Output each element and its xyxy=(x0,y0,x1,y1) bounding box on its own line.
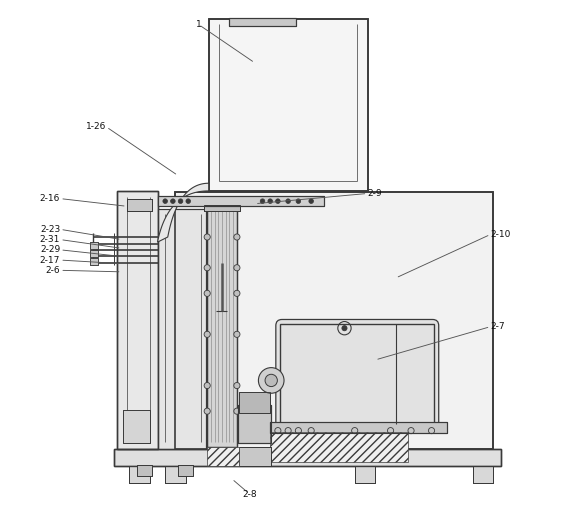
Bar xyxy=(165,466,186,483)
Bar xyxy=(209,20,367,191)
Circle shape xyxy=(268,199,272,203)
Text: 1: 1 xyxy=(196,20,201,29)
Bar xyxy=(157,196,324,207)
Bar xyxy=(90,242,97,249)
Circle shape xyxy=(204,265,210,271)
Circle shape xyxy=(178,199,183,203)
Bar xyxy=(137,466,152,476)
Bar xyxy=(123,409,150,443)
Bar xyxy=(165,466,186,483)
Bar xyxy=(473,466,493,483)
Text: 2-7: 2-7 xyxy=(491,322,505,331)
Bar xyxy=(229,18,296,26)
Text: 2-17: 2-17 xyxy=(40,255,60,265)
Bar xyxy=(239,447,271,467)
Circle shape xyxy=(170,199,175,203)
Circle shape xyxy=(204,383,210,389)
Bar xyxy=(473,466,493,483)
Bar xyxy=(178,466,194,476)
Bar xyxy=(127,199,152,211)
Bar xyxy=(157,196,324,207)
Circle shape xyxy=(234,265,240,271)
Bar xyxy=(90,250,97,257)
Bar xyxy=(239,447,271,467)
Circle shape xyxy=(204,234,210,240)
Bar xyxy=(355,466,375,483)
Circle shape xyxy=(234,383,240,389)
Bar xyxy=(238,405,271,443)
Bar xyxy=(157,209,206,449)
Bar xyxy=(207,208,237,447)
Circle shape xyxy=(309,199,314,203)
Circle shape xyxy=(276,199,280,203)
Bar xyxy=(90,258,97,265)
Bar xyxy=(90,242,97,249)
Circle shape xyxy=(260,199,265,203)
Bar xyxy=(280,324,434,424)
Circle shape xyxy=(204,408,210,414)
Bar xyxy=(175,192,493,449)
Circle shape xyxy=(265,374,277,387)
Circle shape xyxy=(234,408,240,414)
Bar xyxy=(270,422,447,433)
Text: 2-9: 2-9 xyxy=(367,189,382,198)
Text: 1-26: 1-26 xyxy=(86,123,106,131)
Bar xyxy=(130,466,150,483)
Bar xyxy=(90,250,97,257)
Bar xyxy=(204,205,241,211)
Circle shape xyxy=(234,331,240,337)
Circle shape xyxy=(204,290,210,297)
Bar xyxy=(114,449,501,467)
Circle shape xyxy=(296,199,301,203)
Bar xyxy=(178,466,194,476)
Text: 2-10: 2-10 xyxy=(491,230,511,239)
Bar xyxy=(238,405,271,443)
Circle shape xyxy=(342,325,347,331)
Bar xyxy=(130,466,150,483)
Bar xyxy=(90,258,97,265)
Text: 2-29: 2-29 xyxy=(40,245,60,254)
Bar xyxy=(204,205,241,211)
Circle shape xyxy=(286,199,290,203)
Circle shape xyxy=(186,199,191,203)
Bar xyxy=(127,199,152,211)
Bar xyxy=(114,449,501,467)
Circle shape xyxy=(234,290,240,297)
Bar xyxy=(117,191,157,449)
Bar xyxy=(355,466,375,483)
Bar xyxy=(117,191,157,449)
Polygon shape xyxy=(157,183,209,242)
Circle shape xyxy=(204,331,210,337)
Bar xyxy=(123,409,150,443)
Circle shape xyxy=(163,199,168,203)
Text: 2-31: 2-31 xyxy=(40,235,60,244)
Bar xyxy=(270,422,447,433)
Text: 2-6: 2-6 xyxy=(45,266,60,275)
Bar xyxy=(239,392,270,413)
Text: 2-23: 2-23 xyxy=(40,225,60,234)
Bar xyxy=(239,392,270,413)
FancyBboxPatch shape xyxy=(276,319,439,428)
Bar xyxy=(270,432,409,462)
Bar xyxy=(229,18,296,26)
Circle shape xyxy=(234,234,240,240)
Circle shape xyxy=(259,368,284,393)
Bar xyxy=(207,208,237,447)
Bar xyxy=(137,466,152,476)
Bar xyxy=(209,20,367,191)
Bar xyxy=(207,447,239,467)
Text: 2-8: 2-8 xyxy=(242,490,257,499)
Bar xyxy=(157,209,206,449)
Bar xyxy=(280,324,434,424)
Bar xyxy=(175,192,493,449)
Text: 2-16: 2-16 xyxy=(40,194,60,203)
